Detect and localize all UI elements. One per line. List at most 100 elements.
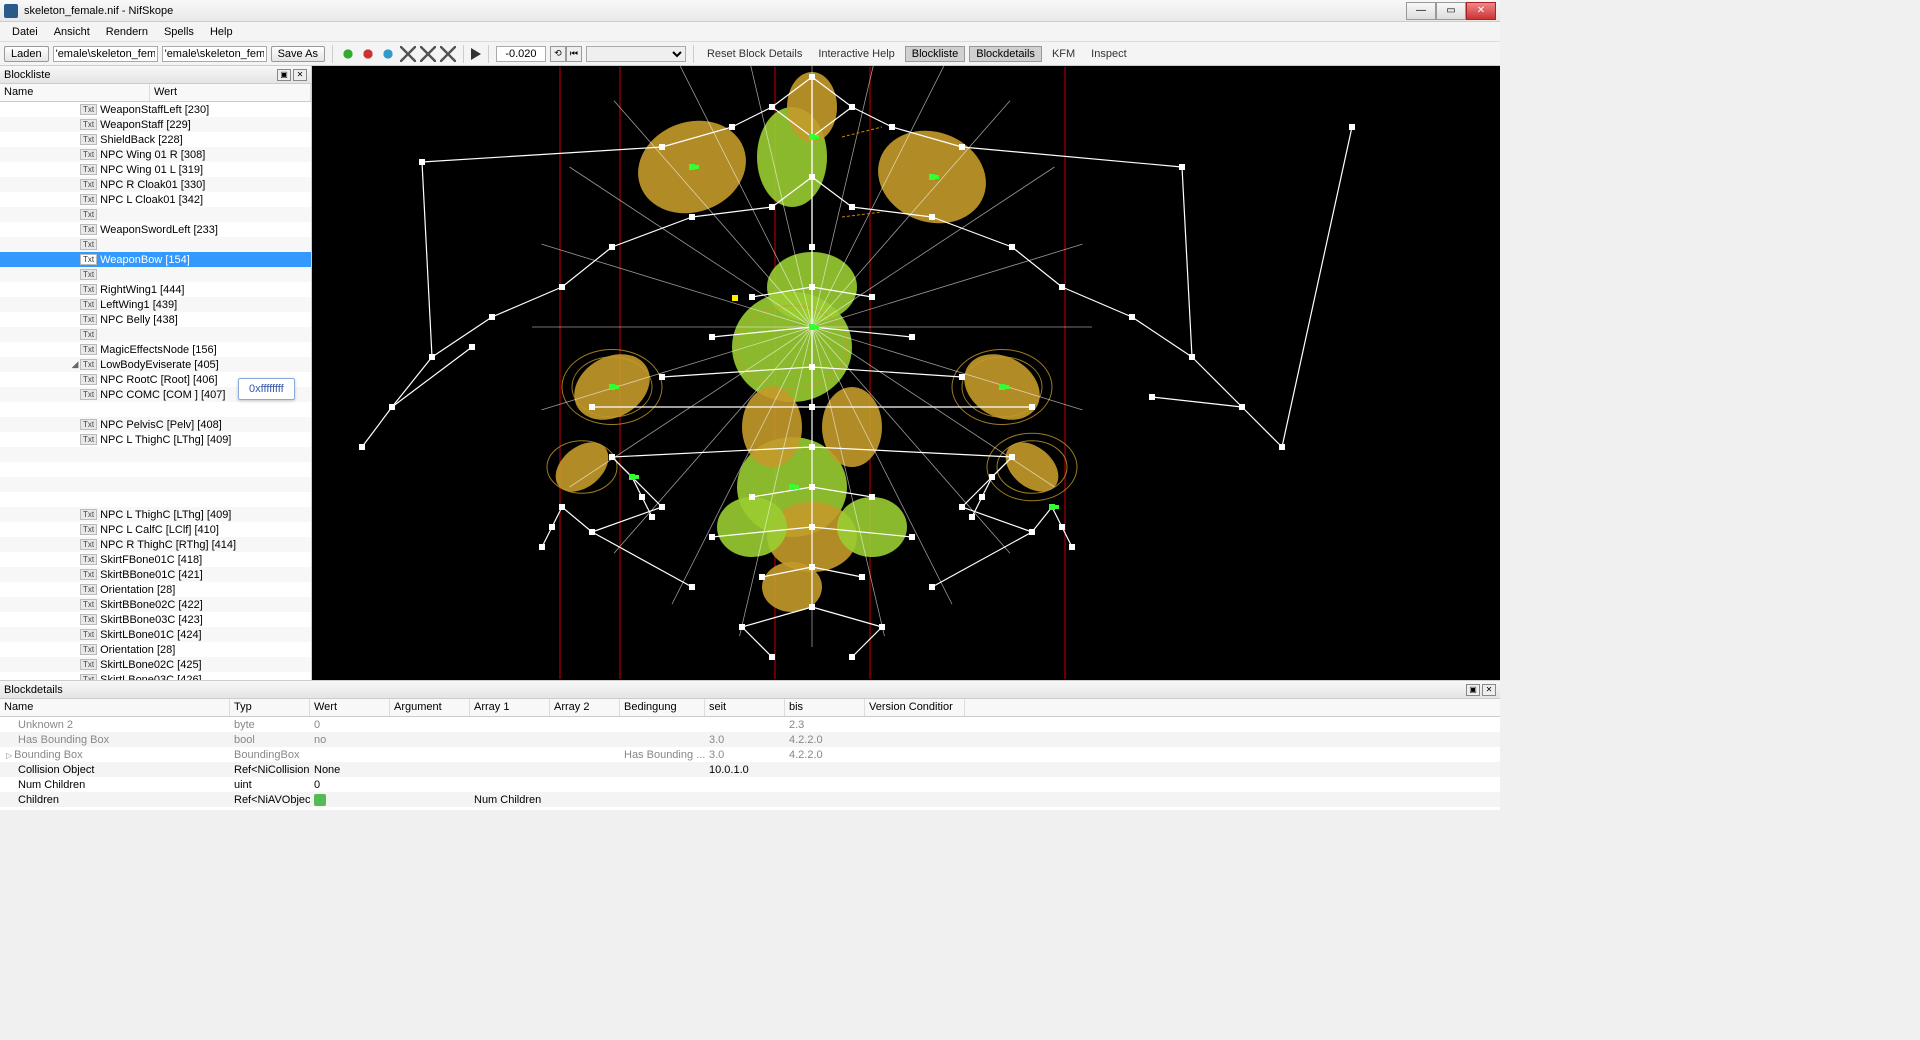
col-typ[interactable]: Typ [230,699,310,716]
tree-label: Orientation [28] [100,584,175,596]
tree-row[interactable] [0,447,311,462]
view-blue-icon[interactable] [380,46,396,62]
col-ver[interactable]: Version Conditior [865,699,965,716]
tree-row[interactable]: ◢TxtLowBodyEviserate [405] [0,357,311,372]
close-panel-icon[interactable]: ✕ [293,69,307,81]
tree-row[interactable]: TxtSkirtBBone03C [423] [0,612,311,627]
tree-row[interactable]: TxtWeaponBow [154] [0,252,311,267]
tab-blockdetails[interactable]: Blockdetails [969,46,1042,62]
col-bis[interactable]: bis [785,699,865,716]
play-icon[interactable] [471,48,481,60]
tree-label: NPC R Cloak01 [330] [100,179,205,191]
inspect-link[interactable]: Inspect [1085,48,1132,60]
tree-row[interactable]: TxtOrientation [28] [0,642,311,657]
menu-help[interactable]: Help [202,24,241,40]
tree-row[interactable]: TxtNPC PelvisC [Pelv] [408] [0,417,311,432]
tree-row[interactable]: TxtNPC L ThighC [LThg] [409] [0,507,311,522]
details-row[interactable]: Num Effectsuint0 [0,807,1500,810]
col-bed[interactable]: Bedingung [620,699,705,716]
tree-row[interactable] [0,402,311,417]
end-icon[interactable]: ⏮ [566,46,582,62]
close-panel-icon[interactable]: ✕ [1482,684,1496,696]
kfm-link[interactable]: KFM [1046,48,1081,60]
tree-label: NPC Belly [438] [100,314,178,326]
col-seit[interactable]: seit [705,699,785,716]
tree-row[interactable]: TxtSkirtBBone02C [422] [0,597,311,612]
tree-row[interactable]: Txt [0,267,311,282]
details-row[interactable]: ChildrenRef<NiAVObject>Num Children [0,792,1500,807]
tree-row[interactable]: TxtWeaponStaffLeft [230] [0,102,311,117]
details-row[interactable]: Has Bounding Boxboolno3.04.2.2.0 [0,732,1500,747]
loop-buttons[interactable]: ⟲ ⏮ [550,46,582,62]
details-row[interactable]: ▷Bounding BoxBoundingBoxHas Bounding ...… [0,747,1500,762]
laden-button[interactable]: Laden [4,46,49,62]
tree-row[interactable] [0,477,311,492]
tree-row[interactable]: TxtSkirtBBone01C [421] [0,567,311,582]
tree-row[interactable]: TxtSkirtLBone01C [424] [0,627,311,642]
tree-row[interactable]: TxtSkirtLBone02C [425] [0,657,311,672]
tree-row[interactable]: TxtNPC Belly [438] [0,312,311,327]
tree-row[interactable]: TxtOrientation [28] [0,582,311,597]
details-row[interactable]: Unknown 2byte02.3 [0,717,1500,732]
col-a2[interactable]: Array 2 [550,699,620,716]
menu-rendern[interactable]: Rendern [98,24,156,40]
path2-input[interactable] [162,46,267,62]
tree-row[interactable]: TxtWeaponStaff [229] [0,117,311,132]
expander-icon[interactable]: ◢ [70,359,80,370]
time-value[interactable]: -0.020 [496,46,546,62]
axis3-icon[interactable] [440,46,456,62]
axis2-icon[interactable] [420,46,436,62]
tree-row[interactable]: TxtNPC R Cloak01 [330] [0,177,311,192]
undock-icon[interactable]: ▣ [277,69,291,81]
tree-row[interactable]: TxtNPC L ThighC [LThg] [409] [0,432,311,447]
tree-row[interactable] [0,492,311,507]
tree-row[interactable]: TxtNPC Wing 01 R [308] [0,147,311,162]
tree-label: SkirtBBone02C [422] [100,599,203,611]
maximize-button[interactable]: ▭ [1436,2,1466,20]
tree-row[interactable]: TxtSkirtLBone03C [426] [0,672,311,680]
col-a1[interactable]: Array 1 [470,699,550,716]
view-green-icon[interactable] [340,46,356,62]
col-wert[interactable]: Wert [150,84,311,101]
details-row[interactable]: Collision ObjectRef<NiCollision...None10… [0,762,1500,777]
menu-datei[interactable]: Datei [4,24,46,40]
undock-icon[interactable]: ▣ [1466,684,1480,696]
tree-row[interactable]: Txt [0,327,311,342]
tree-row[interactable]: TxtNPC R ThighC [RThg] [414] [0,537,311,552]
tree-row[interactable]: TxtRightWing1 [444] [0,282,311,297]
path1-input[interactable] [53,46,158,62]
reset-block-details[interactable]: Reset Block Details [701,48,808,60]
tree-row[interactable]: TxtNPC L Cloak01 [342] [0,192,311,207]
saveas-button[interactable]: Save As [271,46,325,62]
view-red-icon[interactable] [360,46,376,62]
tree-row[interactable]: TxtNPC Wing 01 L [319] [0,162,311,177]
tree-label: NPC RootC [Root] [406] [100,374,217,386]
details-row[interactable]: Num Childrenuint0 [0,777,1500,792]
tree-row[interactable]: TxtMagicEffectsNode [156] [0,342,311,357]
minimize-button[interactable]: — [1406,2,1436,20]
tree-label: MagicEffectsNode [156] [100,344,217,356]
separator [332,45,333,63]
interactive-help[interactable]: Interactive Help [812,48,900,60]
tree-row[interactable]: TxtLeftWing1 [439] [0,297,311,312]
menu-ansicht[interactable]: Ansicht [46,24,98,40]
menu-spells[interactable]: Spells [156,24,202,40]
loop-icon[interactable]: ⟲ [550,46,566,62]
axis-icon[interactable] [400,46,416,62]
tree-row[interactable]: Txt [0,207,311,222]
tab-blockliste[interactable]: Blockliste [905,46,965,62]
col-wert[interactable]: Wert [310,699,390,716]
viewport-3d[interactable] [312,66,1500,680]
col-arg[interactable]: Argument [390,699,470,716]
tree-row[interactable]: TxtShieldBack [228] [0,132,311,147]
close-button[interactable]: ✕ [1466,2,1496,20]
tree-row[interactable] [0,462,311,477]
animation-select[interactable] [586,46,686,62]
tree-row[interactable]: Txt [0,237,311,252]
col-name[interactable]: Name [0,84,150,101]
col-name[interactable]: Name [0,699,230,716]
tree-row[interactable]: TxtNPC L CalfC [LClf] [410] [0,522,311,537]
tree-row[interactable]: TxtSkirtFBone01C [418] [0,552,311,567]
type-badge: Txt [80,599,97,610]
tree-row[interactable]: TxtWeaponSwordLeft [233] [0,222,311,237]
